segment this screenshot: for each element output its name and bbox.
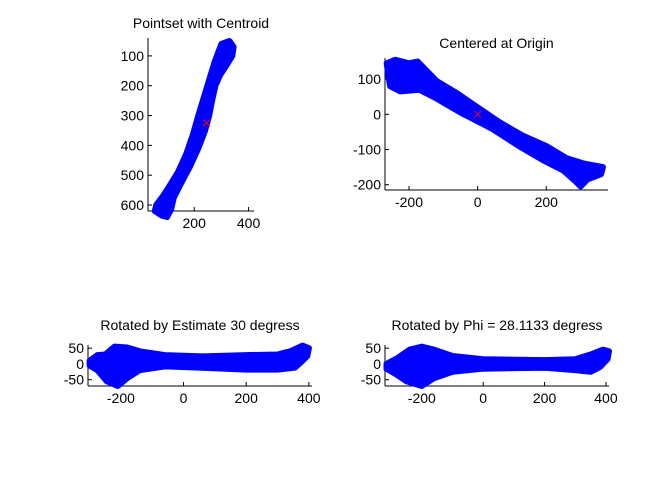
centroid-marker — [473, 110, 482, 119]
bone-pointset — [383, 343, 612, 389]
subplot-3: Rotated by Estimate 30 degress -200 0 200 40… — [64, 317, 321, 406]
y-tick-label: 0 — [76, 356, 84, 372]
y-tick-label: 50 — [365, 340, 381, 356]
x-tick-label: 400 — [594, 390, 618, 406]
y-tick-label: -200 — [353, 177, 381, 193]
y-tick-label: 600 — [121, 197, 145, 213]
subplot-2: Centered at Origin -200 0 200 100 0 -100 -200 — [353, 35, 608, 210]
y-tick-label: 50 — [68, 340, 84, 356]
y-tick-label: 0 — [373, 106, 381, 122]
subplot-title: Centered at Origin — [439, 35, 553, 51]
y-tick-label: -100 — [353, 142, 381, 158]
centroid-marker — [202, 119, 211, 127]
x-tick-label: 400 — [237, 215, 261, 231]
y-tick-label: 0 — [373, 356, 381, 372]
x-tick-label: 200 — [235, 390, 259, 406]
x-tick-label: 0 — [474, 194, 482, 210]
x-tick-label: 400 — [297, 390, 321, 406]
bone-pointset — [151, 38, 237, 220]
x-tick-label: 0 — [180, 390, 188, 406]
x-tick-label: 200 — [183, 215, 207, 231]
subplot-4: Rotated by Phi = 28.1133 degress -200 0 200… — [361, 317, 618, 406]
bone-pointset — [383, 56, 606, 190]
x-tick-label: 200 — [533, 390, 557, 406]
subplot-1: Pointset with Centroid 200 400 100 200 300 400… — [121, 15, 269, 231]
y-tick-label: 500 — [121, 167, 145, 183]
y-tick-label: 200 — [121, 78, 145, 94]
x-tick-label: -200 — [107, 390, 135, 406]
x-tick-label: 200 — [535, 194, 559, 210]
x-tick-label: 0 — [479, 390, 487, 406]
y-tick-label: -50 — [361, 372, 381, 388]
y-tick-label: 100 — [358, 71, 382, 87]
y-tick-label: 100 — [121, 48, 145, 64]
subplot-title: Pointset with Centroid — [133, 15, 269, 31]
y-tick-label: -50 — [64, 372, 84, 388]
x-tick-label: -200 — [395, 194, 423, 210]
subplot-title: Rotated by Estimate 30 degress — [100, 317, 299, 333]
y-tick-label: 400 — [121, 137, 145, 153]
subplot-title: Rotated by Phi = 28.1133 degress — [391, 317, 602, 333]
y-tick-label: 300 — [121, 108, 145, 124]
bone-pointset — [86, 342, 312, 389]
x-tick-label: -200 — [408, 390, 436, 406]
